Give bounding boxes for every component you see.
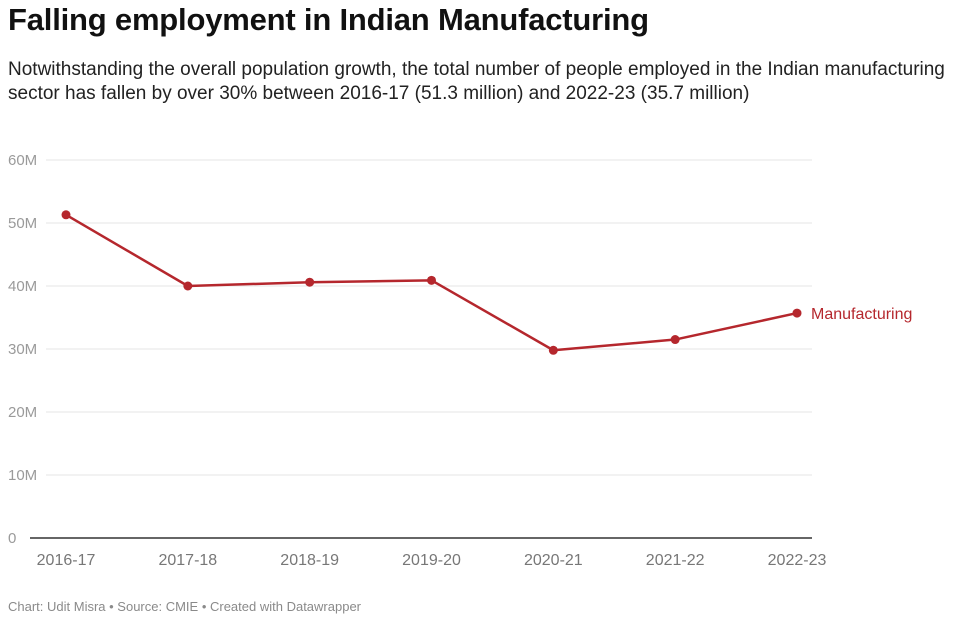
y-tick-label: 50M — [8, 215, 37, 232]
data-point — [670, 335, 680, 345]
y-tick-label: 30M — [8, 341, 37, 358]
data-point — [792, 308, 802, 318]
x-axis-tick-labels: 2016-17 2017-18 2018-19 2019-20 2020-21 2021-… — [37, 552, 827, 569]
y-axis-tick-labels: 0 10M 20M 30M 40M 50M 60M — [8, 152, 37, 547]
series-manufacturing: Manufacturing — [61, 210, 912, 355]
data-point — [548, 345, 558, 355]
y-tick-label: 60M — [8, 152, 37, 169]
series-label: Manufacturing — [811, 306, 912, 323]
y-tick-label: 0 — [8, 530, 16, 547]
x-tick-label: 2016-17 — [37, 552, 96, 569]
x-tick-label: 2018-19 — [280, 552, 339, 569]
data-point — [305, 277, 315, 287]
grid-lines — [46, 159, 812, 476]
x-tick-label: 2020-21 — [524, 552, 583, 569]
data-point — [427, 275, 436, 285]
chart-subtitle: Notwithstanding the overall population g… — [8, 59, 945, 104]
line-chart: 0 10M 20M 30M 40M 50M 60M 2016-17 2017-18 2018-1… — [8, 152, 912, 569]
y-tick-label: 20M — [8, 404, 37, 421]
data-point — [183, 281, 193, 291]
x-tick-label: 2019-20 — [402, 552, 461, 569]
chart-footer: Chart: Udit Misra • Source: CMIE • Creat… — [8, 599, 361, 614]
y-tick-label: 10M — [8, 467, 37, 484]
x-tick-label: 2022-23 — [768, 552, 827, 569]
y-tick-label: 40M — [8, 278, 37, 295]
x-tick-label: 2021-22 — [646, 552, 705, 569]
chart-title: Falling employment in Indian Manufacturi… — [8, 2, 649, 37]
data-point — [61, 210, 71, 220]
x-tick-label: 2017-18 — [158, 552, 217, 569]
